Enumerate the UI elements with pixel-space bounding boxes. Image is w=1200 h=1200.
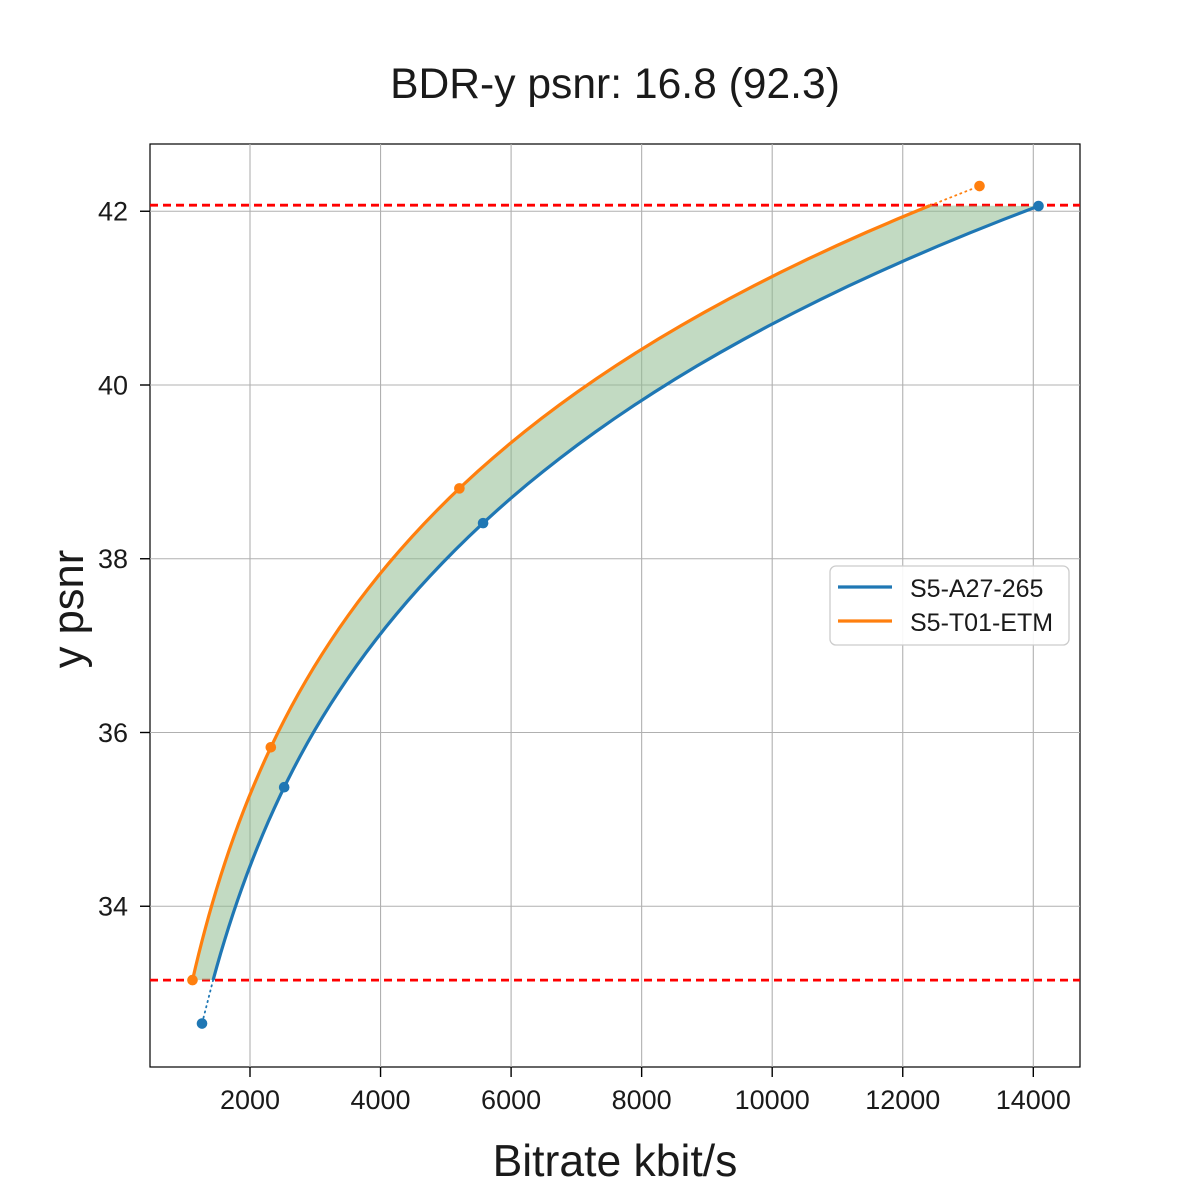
- svg-text:14000: 14000: [996, 1085, 1071, 1115]
- svg-text:34: 34: [98, 892, 128, 922]
- svg-text:36: 36: [98, 718, 128, 748]
- svg-text:S5-T01-ETM: S5-T01-ETM: [910, 609, 1053, 637]
- svg-text:42: 42: [98, 197, 128, 227]
- svg-text:4000: 4000: [351, 1085, 411, 1115]
- svg-text:6000: 6000: [481, 1085, 541, 1115]
- svg-text:10000: 10000: [735, 1085, 810, 1115]
- svg-text:8000: 8000: [612, 1085, 672, 1115]
- svg-text:2000: 2000: [220, 1085, 280, 1115]
- svg-text:40: 40: [98, 370, 128, 400]
- svg-text:12000: 12000: [865, 1085, 940, 1115]
- svg-text:S5-A27-265: S5-A27-265: [910, 575, 1043, 603]
- svg-text:38: 38: [98, 544, 128, 574]
